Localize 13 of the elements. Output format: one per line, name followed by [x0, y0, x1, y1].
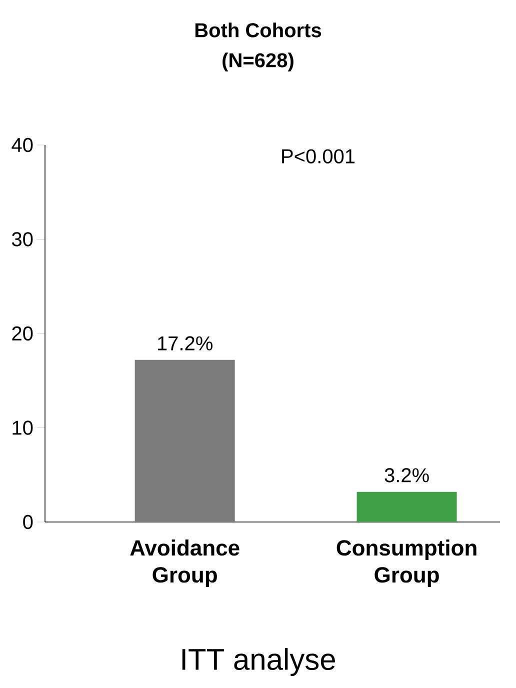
chart-title: Both Cohorts: [195, 22, 322, 38]
text: ITT analyse: [182, 648, 336, 676]
annotation: P<0.001: [282, 149, 355, 164]
y-tick-label: 30: [12, 232, 33, 246]
y-tick-label: 0: [23, 514, 33, 530]
y-tick-label: 40: [12, 138, 33, 152]
chart-subtitle: (N=628): [222, 52, 294, 72]
data-label: 17.2%: [158, 336, 212, 350]
y-tick-label: 10: [12, 420, 33, 435]
y-tick-label: 20: [12, 326, 33, 341]
x-tick-label: Consumption Group: [336, 540, 476, 588]
x-tick-label: Avoidance Group: [130, 540, 240, 588]
data-label: 3.2%: [384, 468, 429, 482]
